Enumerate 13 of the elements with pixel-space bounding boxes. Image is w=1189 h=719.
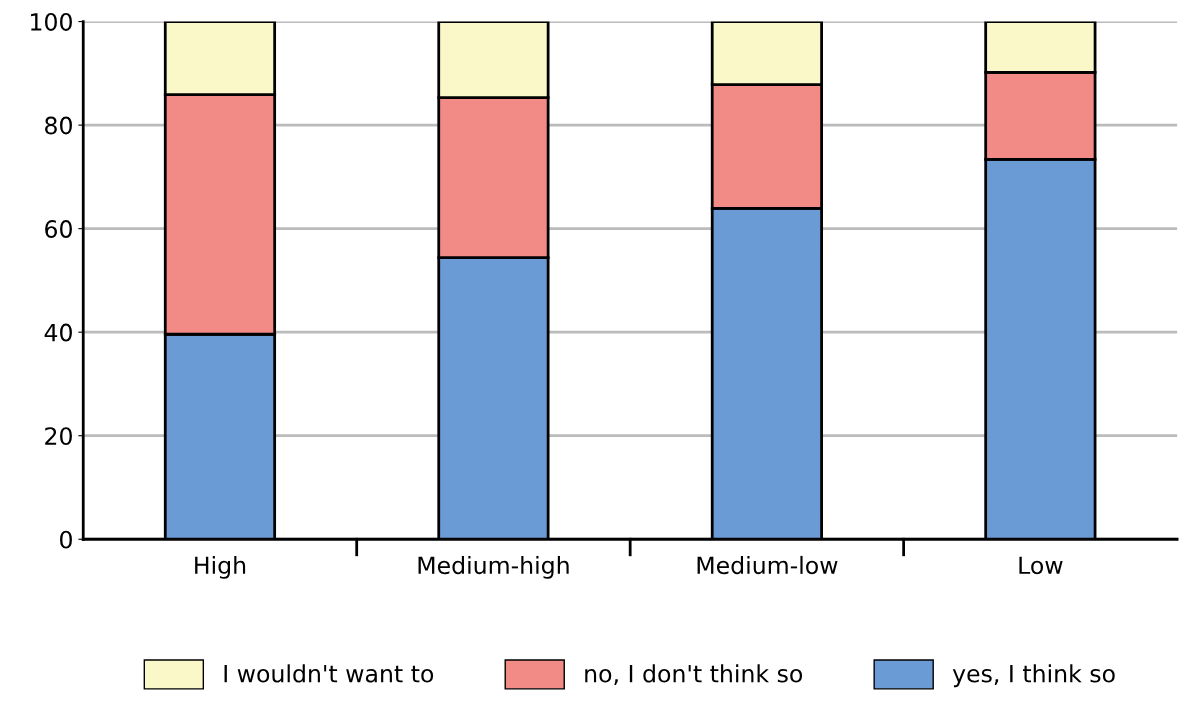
x-tick-label: Medium-low bbox=[697, 555, 838, 575]
y-tick-label: 80 bbox=[45, 116, 72, 135]
y-tick-label: 60 bbox=[45, 220, 72, 238]
legend-label: yes, I think so bbox=[952, 664, 1115, 688]
x-tick-label: Low bbox=[1019, 556, 1063, 575]
y-tick-label: 20 bbox=[45, 427, 72, 446]
legend-label: I wouldn't want to bbox=[224, 664, 434, 683]
legend-label: no, I don't think so bbox=[585, 664, 803, 685]
y-tick-label: 0 bbox=[60, 530, 72, 549]
x-tick-label: High bbox=[195, 555, 246, 579]
y-tick-label: 40 bbox=[44, 323, 72, 342]
x-tick-label: Medium-high bbox=[418, 555, 569, 579]
y-tick-label: 100 bbox=[31, 13, 72, 31]
